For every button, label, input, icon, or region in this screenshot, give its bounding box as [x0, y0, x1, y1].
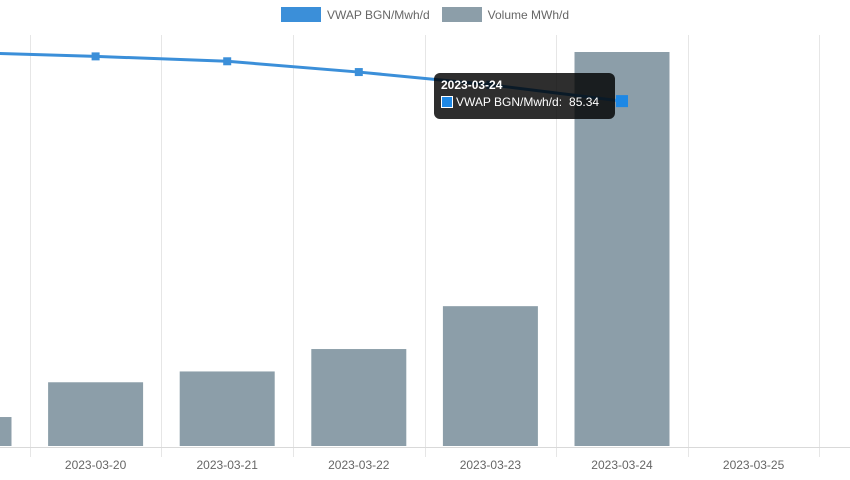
tooltip-swatch — [441, 96, 453, 108]
legend-label-volume: Volume MWh/d — [487, 7, 570, 22]
volume-bar[interactable] — [442, 306, 538, 446]
tooltip: 2023-03-24 VWAP BGN/Mwh/d: 85.34 — [434, 73, 615, 119]
x-tick-label: 2023-03-22 — [328, 458, 390, 472]
tooltip-row: VWAP BGN/Mwh/d: 85.34 — [441, 95, 608, 109]
x-tick-label: 2023-03-21 — [197, 458, 259, 472]
vwap-point[interactable] — [354, 68, 363, 77]
vwap-point[interactable] — [91, 52, 100, 61]
volume-bar[interactable] — [179, 371, 275, 446]
legend-item-vwap[interactable]: VWAP BGN/Mwh/d — [280, 7, 430, 22]
tooltip-title: 2023-03-24 — [441, 78, 503, 92]
legend-swatch-vwap — [280, 7, 321, 22]
legend-label-vwap: VWAP BGN/Mwh/d — [326, 7, 430, 22]
legend: VWAP BGN/Mwh/d Volume MWh/d — [0, 7, 850, 22]
volume-bar[interactable] — [0, 417, 12, 446]
legend-swatch-volume — [441, 7, 482, 22]
tooltip-value: 85.34 — [569, 95, 600, 109]
x-tick-label: 2023-03-25 — [723, 458, 785, 472]
vwap-point[interactable] — [223, 57, 232, 66]
x-tick-label: 2023-03-20 — [65, 458, 127, 472]
volume-bar[interactable] — [311, 349, 407, 446]
vwap-point[interactable] — [616, 95, 628, 108]
tooltip-series-label: VWAP BGN/Mwh/d: — [456, 95, 563, 109]
x-tick-label: 2023-03-23 — [460, 458, 522, 472]
x-tick-label: 2023-03-24 — [591, 458, 653, 472]
volume-bar[interactable] — [48, 382, 144, 446]
legend-item-volume[interactable]: Volume MWh/d — [441, 7, 570, 22]
